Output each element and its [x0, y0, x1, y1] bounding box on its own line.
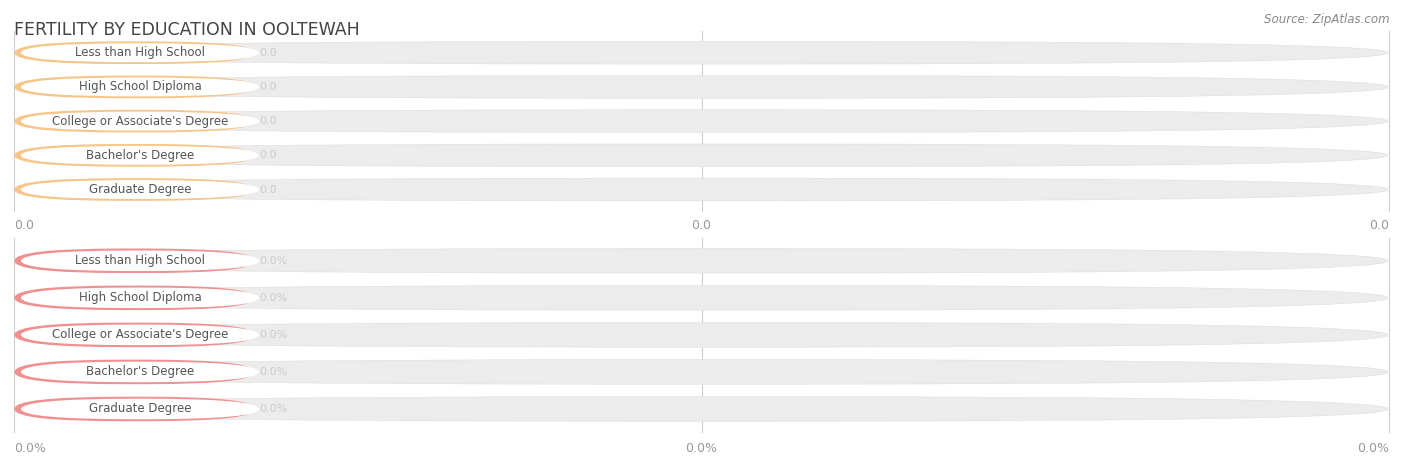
FancyBboxPatch shape: [15, 76, 1388, 98]
Text: Graduate Degree: Graduate Degree: [89, 402, 191, 416]
Text: 0.0: 0.0: [259, 48, 277, 58]
FancyBboxPatch shape: [21, 43, 259, 62]
FancyBboxPatch shape: [21, 361, 259, 382]
FancyBboxPatch shape: [14, 76, 254, 98]
Text: 0.0: 0.0: [259, 184, 277, 195]
FancyBboxPatch shape: [14, 41, 254, 64]
Text: 0.0%: 0.0%: [686, 442, 717, 456]
Text: Bachelor's Degree: Bachelor's Degree: [86, 149, 194, 162]
FancyBboxPatch shape: [14, 323, 254, 347]
FancyBboxPatch shape: [21, 180, 259, 199]
FancyBboxPatch shape: [21, 287, 259, 308]
FancyBboxPatch shape: [21, 399, 259, 419]
Text: 0.0%: 0.0%: [1357, 442, 1389, 456]
Text: 0.0: 0.0: [692, 219, 711, 232]
FancyBboxPatch shape: [14, 285, 254, 310]
FancyBboxPatch shape: [15, 144, 1388, 167]
FancyBboxPatch shape: [15, 323, 1388, 347]
FancyBboxPatch shape: [14, 178, 254, 201]
FancyBboxPatch shape: [21, 324, 259, 345]
FancyBboxPatch shape: [15, 360, 1388, 384]
FancyBboxPatch shape: [14, 144, 254, 167]
FancyBboxPatch shape: [21, 112, 259, 131]
Text: Less than High School: Less than High School: [75, 46, 205, 59]
Text: Source: ZipAtlas.com: Source: ZipAtlas.com: [1264, 13, 1389, 26]
Text: College or Associate's Degree: College or Associate's Degree: [52, 328, 228, 342]
Text: 0.0: 0.0: [14, 219, 34, 232]
Text: 0.0%: 0.0%: [259, 293, 287, 303]
FancyBboxPatch shape: [15, 178, 1388, 201]
Text: Bachelor's Degree: Bachelor's Degree: [86, 365, 194, 379]
FancyBboxPatch shape: [21, 250, 259, 271]
Text: High School Diploma: High School Diploma: [79, 80, 201, 94]
Text: 0.0%: 0.0%: [259, 330, 287, 340]
FancyBboxPatch shape: [15, 248, 1388, 273]
Text: 0.0%: 0.0%: [259, 367, 287, 377]
FancyBboxPatch shape: [14, 110, 254, 133]
Text: 0.0: 0.0: [259, 82, 277, 92]
Text: 0.0: 0.0: [1369, 219, 1389, 232]
FancyBboxPatch shape: [15, 110, 1388, 133]
FancyBboxPatch shape: [14, 248, 254, 273]
Text: FERTILITY BY EDUCATION IN OOLTEWAH: FERTILITY BY EDUCATION IN OOLTEWAH: [14, 21, 360, 39]
Text: 0.0: 0.0: [259, 150, 277, 161]
Text: Graduate Degree: Graduate Degree: [89, 183, 191, 196]
Text: 0.0%: 0.0%: [259, 404, 287, 414]
FancyBboxPatch shape: [21, 146, 259, 165]
FancyBboxPatch shape: [14, 397, 254, 421]
Text: 0.0: 0.0: [259, 116, 277, 126]
FancyBboxPatch shape: [14, 360, 254, 384]
Text: High School Diploma: High School Diploma: [79, 291, 201, 304]
FancyBboxPatch shape: [15, 41, 1388, 64]
Text: 0.0%: 0.0%: [259, 256, 287, 266]
Text: Less than High School: Less than High School: [75, 254, 205, 267]
Text: 0.0%: 0.0%: [14, 442, 46, 456]
FancyBboxPatch shape: [15, 285, 1388, 310]
FancyBboxPatch shape: [21, 77, 259, 96]
FancyBboxPatch shape: [15, 397, 1388, 421]
Text: College or Associate's Degree: College or Associate's Degree: [52, 114, 228, 128]
